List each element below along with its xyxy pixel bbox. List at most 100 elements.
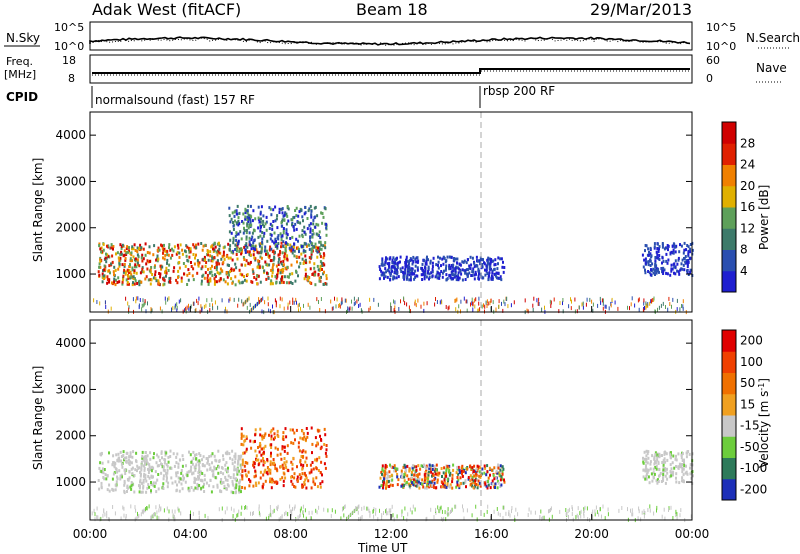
colorbar-tick-label: 50 bbox=[740, 376, 755, 390]
echo-cell bbox=[455, 471, 458, 475]
echo-cell bbox=[212, 485, 215, 489]
echo-cell bbox=[215, 265, 218, 269]
echo-cell bbox=[448, 468, 451, 472]
echo-cell bbox=[323, 253, 326, 257]
echo-cell bbox=[308, 471, 311, 475]
echo-cell bbox=[381, 464, 384, 468]
noise-cell bbox=[448, 511, 450, 516]
echo-cell bbox=[108, 264, 111, 268]
echo-cell bbox=[123, 483, 126, 487]
echo-cell bbox=[188, 450, 190, 454]
echo-cell bbox=[497, 256, 500, 260]
echo-cell bbox=[240, 436, 243, 440]
echo-cell bbox=[686, 265, 689, 268]
echo-cell bbox=[125, 247, 128, 251]
echo-cell bbox=[265, 470, 268, 474]
echo-cell bbox=[433, 469, 436, 473]
echo-cell bbox=[172, 269, 175, 273]
noise-cell bbox=[604, 304, 606, 309]
echo-cell bbox=[218, 244, 221, 248]
echo-cell bbox=[321, 221, 324, 225]
colorbar-tick-label: -50 bbox=[740, 440, 760, 454]
noise-cell bbox=[649, 301, 651, 306]
noise-cell bbox=[357, 505, 359, 510]
echo-cell bbox=[245, 237, 248, 241]
noise-cell bbox=[358, 504, 360, 509]
echo-cell bbox=[217, 471, 220, 475]
noise-cell bbox=[398, 307, 400, 311]
noise-cell bbox=[396, 514, 398, 519]
echo-cell bbox=[203, 490, 206, 493]
echo-cell bbox=[424, 465, 427, 469]
echo-cell bbox=[685, 464, 687, 468]
echo-cell bbox=[110, 246, 113, 250]
echo-cell bbox=[456, 483, 459, 487]
echo-cell bbox=[99, 260, 102, 263]
echo-cell bbox=[123, 479, 126, 483]
echo-cell bbox=[223, 245, 226, 249]
colorbar-tick-label: -200 bbox=[740, 482, 767, 496]
echo-cell bbox=[128, 246, 130, 250]
echo-cell bbox=[677, 465, 680, 469]
echo-cell bbox=[685, 259, 688, 263]
echo-cell bbox=[144, 457, 147, 460]
noise-cell bbox=[237, 303, 239, 308]
colorbar-swatch bbox=[722, 415, 736, 437]
echo-cell bbox=[152, 483, 155, 487]
echo-cell bbox=[437, 260, 440, 264]
echo-cell bbox=[310, 247, 313, 251]
echo-cell bbox=[229, 244, 232, 248]
echo-cell bbox=[656, 256, 658, 260]
echo-cell bbox=[417, 483, 420, 487]
echo-cell bbox=[379, 476, 382, 480]
echo-cell bbox=[292, 441, 295, 445]
echo-cell bbox=[405, 481, 408, 484]
echo-cell bbox=[176, 452, 179, 456]
noise-cell bbox=[145, 309, 147, 314]
echo-cell bbox=[261, 265, 264, 269]
echo-cell bbox=[269, 237, 272, 241]
echo-cell bbox=[219, 471, 222, 474]
echo-cell bbox=[116, 251, 119, 255]
nsky-tick-bottom: 10^0 bbox=[54, 40, 84, 53]
echo-cell bbox=[162, 487, 165, 490]
echo-cell bbox=[304, 242, 307, 246]
echo-cell bbox=[196, 487, 199, 491]
echo-cell bbox=[501, 470, 504, 474]
echo-cell bbox=[156, 478, 159, 482]
echo-cell bbox=[471, 475, 474, 479]
noise-cell bbox=[610, 303, 612, 308]
echo-cell bbox=[282, 438, 285, 441]
echo-cell bbox=[188, 246, 190, 250]
echo-cell bbox=[311, 442, 314, 446]
noise-cell bbox=[356, 299, 358, 304]
echo-cell bbox=[268, 254, 271, 258]
echo-cell bbox=[275, 276, 278, 280]
noise-cell bbox=[493, 509, 495, 514]
echo-cell bbox=[246, 218, 249, 221]
echo-cell bbox=[196, 259, 199, 263]
echo-cell bbox=[276, 214, 279, 218]
noise-cell bbox=[642, 308, 644, 313]
noise-cell bbox=[180, 511, 182, 516]
echo-cell bbox=[171, 253, 174, 257]
echo-cell bbox=[275, 217, 278, 221]
echo-cell bbox=[299, 221, 302, 225]
echo-cell bbox=[308, 260, 311, 264]
echo-cell bbox=[255, 277, 258, 281]
echo-cell bbox=[208, 455, 211, 459]
echo-cell bbox=[654, 268, 657, 272]
echo-cell bbox=[283, 457, 286, 460]
echo-cell bbox=[642, 475, 645, 479]
echo-cell bbox=[311, 233, 314, 237]
echo-cell bbox=[111, 477, 114, 481]
echo-cell bbox=[156, 453, 158, 457]
echo-cell bbox=[133, 490, 136, 494]
colorbar-swatch bbox=[722, 207, 736, 229]
echo-cell bbox=[320, 438, 322, 441]
echo-cell bbox=[385, 256, 387, 260]
noise-cell bbox=[145, 507, 147, 511]
echo-cell bbox=[314, 283, 317, 287]
noise-cell bbox=[460, 309, 461, 314]
echo-cell bbox=[222, 480, 225, 484]
